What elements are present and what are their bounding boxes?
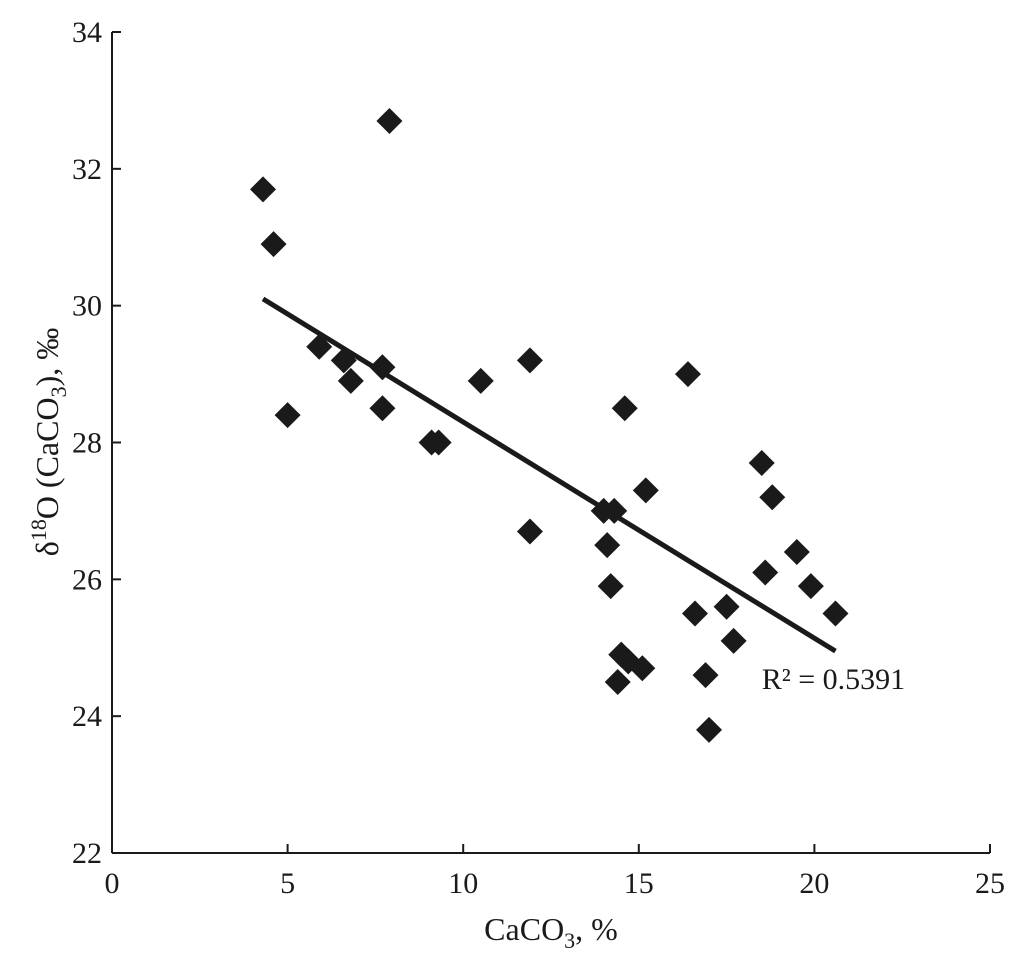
data-point [337,367,364,394]
x-tick-label: 25 [975,867,1005,900]
trendline-group [261,296,837,654]
data-point [797,573,824,600]
x-tick-label: 15 [624,867,654,900]
data-point [632,477,659,504]
x-tick-label: 10 [448,867,478,900]
data-point [713,593,740,620]
data-point [250,176,277,203]
data-point [696,716,723,743]
r-squared-annotation: R² = 0.5391 [762,663,905,696]
data-point [376,107,403,134]
data-point [274,402,301,429]
data-points [250,107,849,743]
data-point [516,347,543,374]
x-tick-label: 5 [280,867,295,900]
data-point [467,367,494,394]
y-tick-label: 24 [72,700,102,733]
x-axis-label: CaCO3, % [484,911,618,953]
y-tick-label: 28 [72,427,102,460]
data-point [604,668,631,695]
y-axis-label: δ18O (CaCO3), ‰ [26,328,71,557]
data-point [601,497,628,524]
data-point [783,538,810,565]
data-point [369,395,396,422]
data-point [759,484,786,511]
data-point [594,532,621,559]
data-point [629,655,656,682]
y-tick-label: 32 [72,153,102,186]
data-point [516,518,543,545]
data-point [692,662,719,689]
y-tick-label: 34 [72,16,102,49]
data-point [611,395,638,422]
y-tick-label: 22 [72,837,102,870]
data-point [822,600,849,627]
ticks: 0 5 10 15 20 25 22 24 26 28 30 32 34 [72,16,1005,900]
axes [111,32,990,854]
data-point [425,429,452,456]
y-tick-label: 26 [72,563,102,596]
data-point [674,361,701,388]
data-point [260,231,287,258]
trendline [261,296,837,654]
data-point [720,627,747,654]
annotations: R² = 0.5391 [762,663,905,696]
data-point [597,573,624,600]
data-point [681,600,708,627]
x-tick-label: 20 [799,867,829,900]
y-tick-label: 30 [72,290,102,323]
data-point [748,450,775,477]
x-tick-label: 0 [105,867,120,900]
data-point [752,559,779,586]
